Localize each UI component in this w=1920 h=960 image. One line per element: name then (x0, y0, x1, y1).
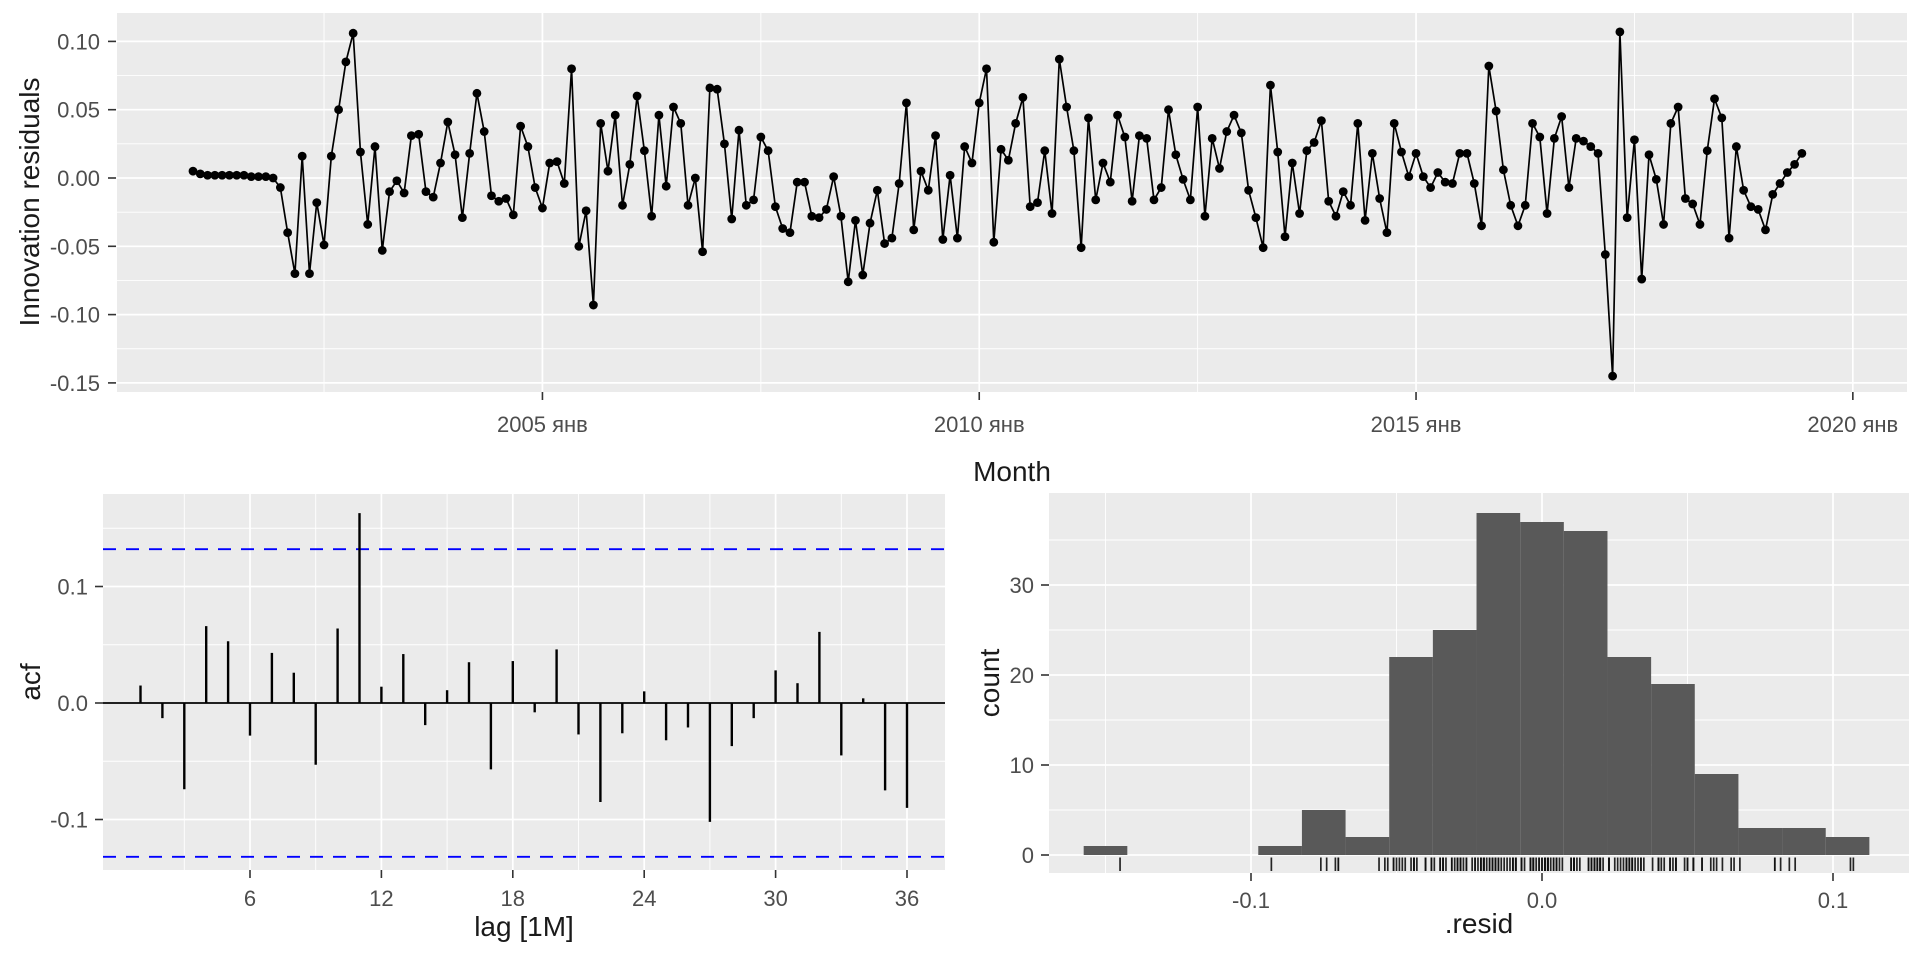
svg-text:2015 янв: 2015 янв (1371, 412, 1462, 437)
svg-text:0: 0 (1022, 843, 1034, 868)
svg-text:0.10: 0.10 (57, 29, 100, 54)
svg-text:0.1: 0.1 (1818, 888, 1849, 913)
svg-text:2020 янв: 2020 янв (1807, 412, 1898, 437)
svg-text:12: 12 (369, 886, 393, 911)
svg-text:0.0: 0.0 (1527, 888, 1558, 913)
svg-text:36: 36 (895, 886, 919, 911)
svg-text:-0.10: -0.10 (50, 303, 100, 328)
svg-text:0.1: 0.1 (57, 575, 88, 600)
svg-text:2005 янв: 2005 янв (497, 412, 588, 437)
svg-text:30: 30 (763, 886, 787, 911)
svg-text:0.05: 0.05 (57, 98, 100, 123)
svg-text:2010 янв: 2010 янв (934, 412, 1025, 437)
svg-text:0.00: 0.00 (57, 166, 100, 191)
svg-text:-0.1: -0.1 (1232, 888, 1270, 913)
svg-text:30: 30 (1010, 573, 1034, 598)
svg-text:-0.1: -0.1 (50, 808, 88, 833)
svg-text:24: 24 (632, 886, 656, 911)
svg-text:-0.15: -0.15 (50, 371, 100, 396)
svg-text:20: 20 (1010, 663, 1034, 688)
svg-text:-0.05: -0.05 (50, 234, 100, 259)
svg-text:0.0: 0.0 (57, 691, 88, 716)
svg-text:10: 10 (1010, 753, 1034, 778)
svg-text:6: 6 (244, 886, 256, 911)
svg-text:18: 18 (501, 886, 525, 911)
